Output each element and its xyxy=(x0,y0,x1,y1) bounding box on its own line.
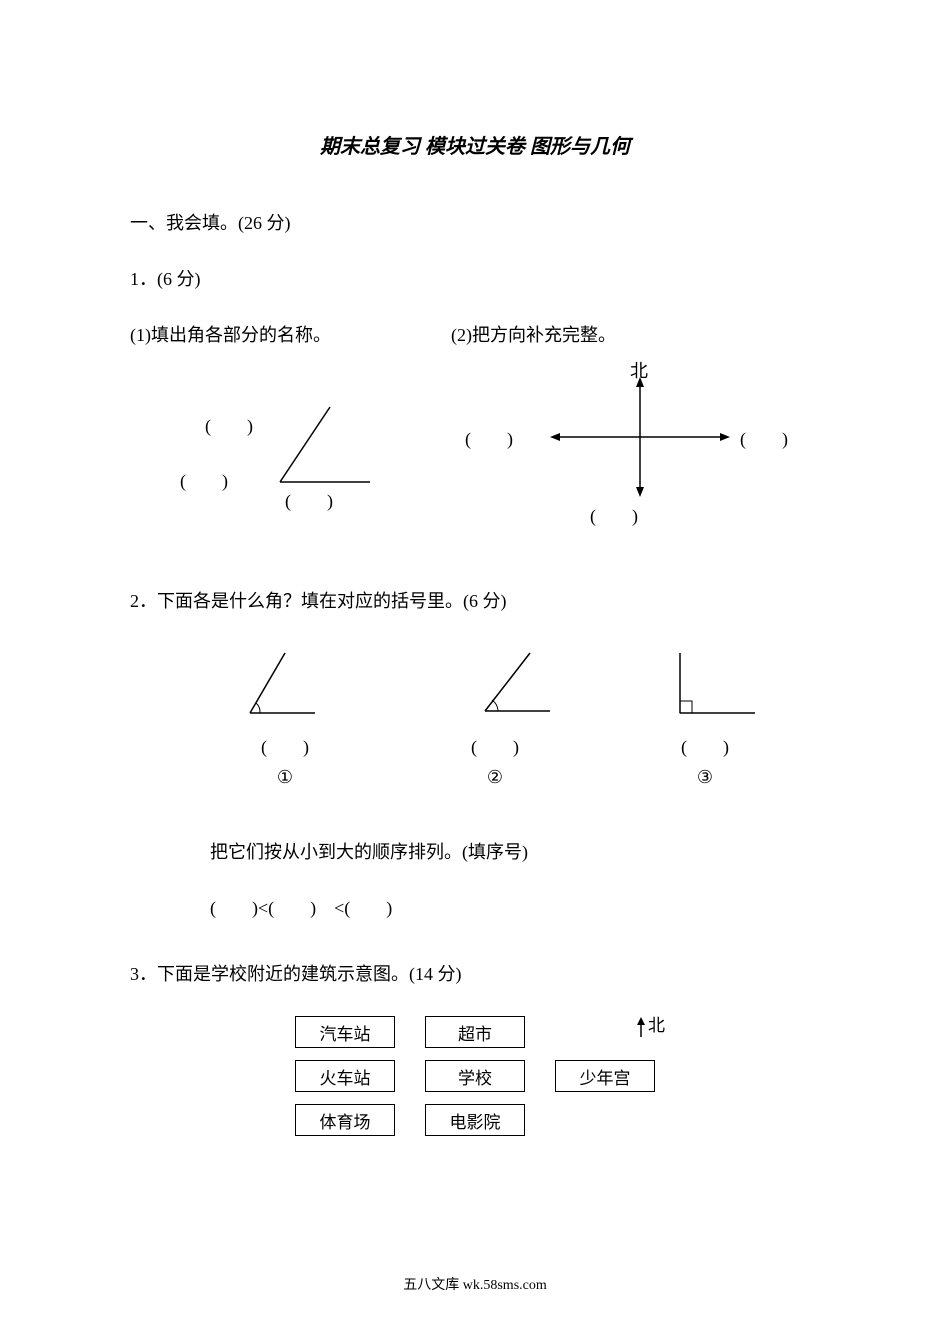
angle-3-num: ③ xyxy=(640,767,770,788)
map-grid: 北 汽车站 超市 火车站 学校 少年宫 体育场 电影院 xyxy=(295,1016,655,1136)
angle-3: ( ) ③ xyxy=(640,643,770,788)
north-arrow-icon xyxy=(634,1015,648,1039)
q3-header: 3．下面是学校附近的建筑示意图。(14 分) xyxy=(130,960,820,986)
angle-1-num: ① xyxy=(220,767,350,788)
cell-train-station: 火车站 xyxy=(295,1060,395,1092)
q2-instruction: 把它们按从小到大的顺序排列。(填序号) xyxy=(130,838,820,864)
angle-bottom-label: ( ) xyxy=(285,487,333,513)
angle-1-label: ( ) xyxy=(220,733,350,759)
q1-diagrams: ( ) ( ) ( ) 北 ( ) ( ) ( ) xyxy=(130,367,820,547)
angle-parts-diagram: ( ) ( ) ( ) xyxy=(170,387,450,527)
q2-header: 2．下面各是什么角？填在对应的括号里。(6 分) xyxy=(130,587,820,613)
right-angle-svg xyxy=(640,643,770,723)
angle-2: ( ) ② xyxy=(430,643,560,788)
cell-stadium: 体育场 xyxy=(295,1104,395,1136)
compass-south: ( ) xyxy=(590,502,638,528)
cell-bus-station: 汽车站 xyxy=(295,1016,395,1048)
q1-subquestions: (1)填出角各部分的名称。 (2)把方向补充完整。 xyxy=(130,321,820,347)
compass-east: ( ) xyxy=(740,425,788,451)
angle-2-num: ② xyxy=(430,767,560,788)
angle-vertex-label: ( ) xyxy=(180,467,228,493)
q1-header: 1．(6 分) xyxy=(130,265,820,291)
q1-sub1: (1)填出角各部分的名称。 xyxy=(130,321,331,347)
acute-angle-svg xyxy=(220,643,350,723)
angle-top-label: ( ) xyxy=(205,412,253,438)
q2-compare: ( )<( ) <( ) xyxy=(130,894,820,920)
q2-angles: ( ) ① ( ) ② ( ) ③ xyxy=(130,643,820,788)
q3-map: 北 汽车站 超市 火车站 学校 少年宫 体育场 电影院 xyxy=(130,1016,820,1136)
page-footer: 五八文库 wk.58sms.com xyxy=(0,1274,950,1294)
angle-1: ( ) ① xyxy=(220,643,350,788)
section-1-header: 一、我会填。(26 分) xyxy=(130,209,820,235)
compass-north: 北 xyxy=(630,357,648,383)
q1-sub2: (2)把方向补充完整。 xyxy=(451,321,616,347)
page-title: 期末总复习 模块过关卷 图形与几何 xyxy=(130,130,820,159)
compass-diagram: 北 ( ) ( ) ( ) xyxy=(450,367,810,547)
cell-cinema: 电影院 xyxy=(425,1104,525,1136)
obtuse-angle-svg xyxy=(430,643,560,723)
north-indicator: 北 xyxy=(634,1011,665,1039)
cell-supermarket: 超市 xyxy=(425,1016,525,1048)
cell-empty-2 xyxy=(555,1104,655,1136)
compass-west: ( ) xyxy=(465,425,513,451)
angle-2-label: ( ) xyxy=(430,733,560,759)
angle-3-label: ( ) xyxy=(640,733,770,759)
north-text: 北 xyxy=(648,1016,665,1035)
cell-school: 学校 xyxy=(425,1060,525,1092)
cell-youth-palace: 少年宫 xyxy=(555,1060,655,1092)
